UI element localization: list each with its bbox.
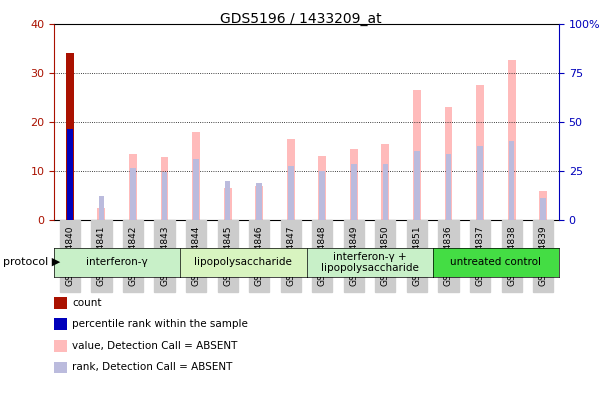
Bar (192, 132, 200, 220)
Bar (445, 107, 453, 220)
Bar (194, 159, 199, 220)
Text: interferon-γ +
lipopolysaccharide: interferon-γ + lipopolysaccharide (321, 252, 418, 273)
Bar (477, 146, 483, 220)
Text: untreated control: untreated control (450, 257, 542, 267)
Bar (97, 208, 105, 220)
Bar (383, 163, 388, 220)
Bar (288, 166, 293, 220)
Text: GDS5196 / 1433209_at: GDS5196 / 1433209_at (220, 12, 381, 26)
Bar (287, 139, 294, 220)
Bar (130, 169, 136, 220)
Bar (508, 61, 516, 220)
Bar (509, 141, 514, 220)
Text: rank, Detection Call = ABSENT: rank, Detection Call = ABSENT (72, 362, 233, 373)
Text: interferon-γ: interferon-γ (87, 257, 148, 267)
Bar (129, 154, 137, 220)
Bar (320, 171, 325, 220)
Bar (225, 181, 230, 220)
Bar (476, 85, 484, 220)
Text: value, Detection Call = ABSENT: value, Detection Call = ABSENT (72, 341, 237, 351)
Bar (351, 163, 356, 220)
Bar (350, 149, 358, 220)
Text: percentile rank within the sample: percentile rank within the sample (72, 319, 248, 329)
Bar (257, 183, 262, 220)
Bar (255, 186, 263, 220)
Bar (446, 154, 451, 220)
Text: lipopolysaccharide: lipopolysaccharide (195, 257, 292, 267)
Bar (66, 53, 74, 220)
Bar (382, 144, 389, 220)
Bar (160, 157, 168, 220)
Bar (162, 172, 167, 220)
Bar (319, 156, 326, 220)
Bar (224, 188, 231, 220)
Bar (67, 129, 73, 220)
Bar (413, 90, 421, 220)
Bar (539, 191, 547, 220)
Bar (540, 198, 546, 220)
Bar (414, 151, 419, 220)
Text: protocol ▶: protocol ▶ (3, 257, 60, 267)
Bar (99, 195, 104, 220)
Text: count: count (72, 298, 102, 308)
